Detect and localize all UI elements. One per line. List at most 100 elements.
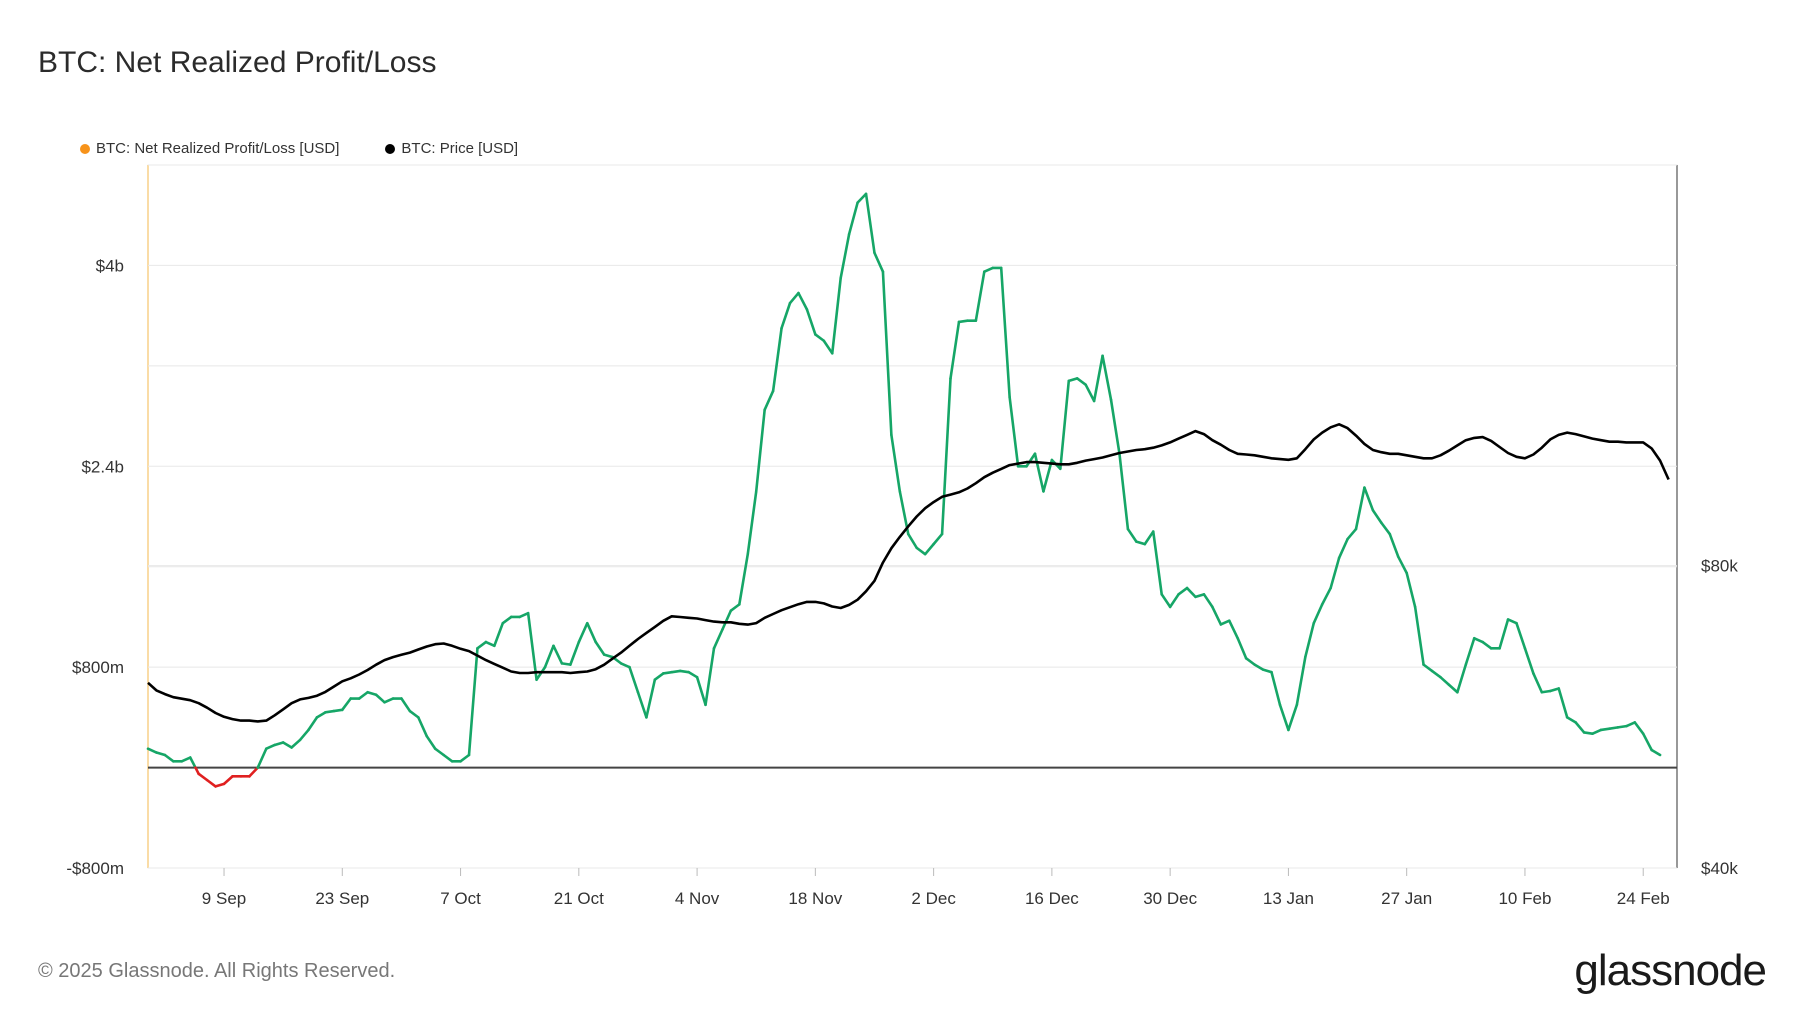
nrpl-segment (695, 675, 707, 707)
nrpl-segment (1109, 398, 1121, 456)
nrpl-segment (433, 747, 445, 757)
x-tick-label: 27 Jan (1381, 889, 1432, 908)
legend: BTC: Net Realized Profit/Loss [USD] BTC:… (80, 140, 518, 157)
nrpl-segment (1118, 452, 1130, 531)
nrpl-segment (315, 711, 327, 719)
nrpl-segment (1608, 726, 1620, 730)
x-tick-label: 16 Dec (1025, 889, 1079, 908)
nrpl-segment (501, 615, 513, 625)
nrpl-segment (1084, 383, 1096, 403)
nrpl-segment (653, 672, 665, 681)
nrpl-segment (1447, 683, 1459, 694)
nrpl-segment (915, 546, 927, 556)
nrpl-segment (1472, 636, 1485, 644)
chart-title: BTC: Net Realized Profit/Loss (38, 46, 437, 79)
nrpl-segment (1388, 532, 1400, 558)
nrpl-segment (645, 678, 657, 719)
nrpl-segment (797, 291, 809, 311)
nrpl-segment (923, 542, 935, 556)
nrpl-segment (281, 741, 293, 749)
x-tick-label: 24 Feb (1617, 889, 1670, 908)
nrpl-segment (1261, 668, 1273, 674)
x-tick-label: 9 Sep (202, 889, 246, 908)
nrpl-segment (1464, 636, 1476, 666)
nrpl-segment (1625, 721, 1637, 728)
plot-area (147, 164, 1678, 869)
nrpl-segment (983, 266, 995, 274)
legend-item-net-realized[interactable]: BTC: Net Realized Profit/Loss [USD] (80, 140, 339, 157)
nrpl-segment (1574, 721, 1586, 734)
nrpl-segment (1532, 672, 1544, 694)
nrpl-segment (763, 389, 775, 412)
nrpl-segment (957, 319, 969, 324)
nrpl-segment (1126, 527, 1138, 543)
nrpl-segment (1092, 354, 1104, 403)
x-tick-label: 7 Oct (440, 889, 481, 908)
x-tick-label: 30 Dec (1143, 889, 1197, 908)
nrpl-segment (704, 647, 716, 707)
nrpl-segment (484, 640, 496, 648)
nrpl-segment (999, 266, 1011, 399)
nrpl-segment (1650, 748, 1662, 757)
nrpl-segment (585, 621, 598, 644)
nrpl-segment (932, 532, 944, 546)
legend-dot-black (385, 143, 396, 154)
nrpl-segment (408, 709, 420, 719)
nrpl-segment (746, 490, 758, 556)
nrpl-segment (298, 728, 310, 742)
nrpl-segment (602, 653, 614, 659)
nrpl-segment (847, 201, 859, 236)
nrpl-segment (1151, 530, 1164, 596)
nrpl-segment (1177, 586, 1189, 596)
nrpl-segment (830, 276, 842, 355)
x-tick-label: 4 Nov (675, 889, 720, 908)
x-tick-label: 2 Dec (911, 889, 956, 908)
nrpl-segment (687, 670, 699, 679)
legend-dot-orange (80, 143, 90, 154)
y-right-tick-label: $80k (1701, 557, 1738, 576)
nrpl-segment (374, 693, 386, 704)
nrpl-segment (1413, 605, 1425, 666)
nrpl-segment (543, 644, 555, 669)
nrpl-segment (1498, 618, 1510, 650)
nrpl-segment (1557, 687, 1569, 719)
nrpl-segment (780, 301, 792, 330)
nrpl-segment (771, 326, 783, 393)
nrpl-segment (1202, 593, 1214, 609)
nrpl-segment (1599, 727, 1611, 732)
nrpl-segment (1253, 663, 1265, 671)
nrpl-segment (290, 738, 302, 749)
nrpl-segment (839, 232, 851, 280)
nrpl-segment (636, 690, 648, 719)
nrpl-segment (628, 665, 640, 694)
nrpl-segment (1042, 458, 1054, 493)
x-tick-label: 21 Oct (554, 889, 604, 908)
nrpl-segment (814, 333, 826, 343)
nrpl-segment (678, 669, 690, 674)
nrpl-segment (366, 690, 378, 697)
nrpl-segment (864, 192, 876, 255)
nrpl-segment (661, 670, 674, 675)
nrpl-segment (383, 697, 395, 704)
nrpl-segment (1346, 527, 1358, 541)
nrpl-segment (1481, 640, 1493, 650)
nrpl-segment (1565, 716, 1577, 724)
x-tick-label: 13 Jan (1263, 889, 1314, 908)
nrpl-segment (1396, 555, 1408, 575)
nrpl-segment (493, 621, 505, 648)
nrpl-segment (569, 640, 581, 666)
nrpl-segment (1506, 618, 1518, 625)
x-tick-label: 23 Sep (315, 889, 369, 908)
nrpl-segment (1380, 521, 1392, 536)
x-tick-label: 18 Nov (788, 889, 842, 908)
nrpl-segment (805, 308, 817, 336)
legend-item-price[interactable]: BTC: Price [USD] (385, 140, 518, 157)
nrpl-segment (155, 751, 167, 757)
nrpl-segment (180, 756, 192, 763)
nrpl-segment (442, 753, 454, 763)
nrpl-segment (526, 611, 538, 681)
nrpl-segment (974, 270, 986, 322)
nrpl-segment (577, 621, 589, 644)
nrpl-segment (1422, 663, 1434, 673)
